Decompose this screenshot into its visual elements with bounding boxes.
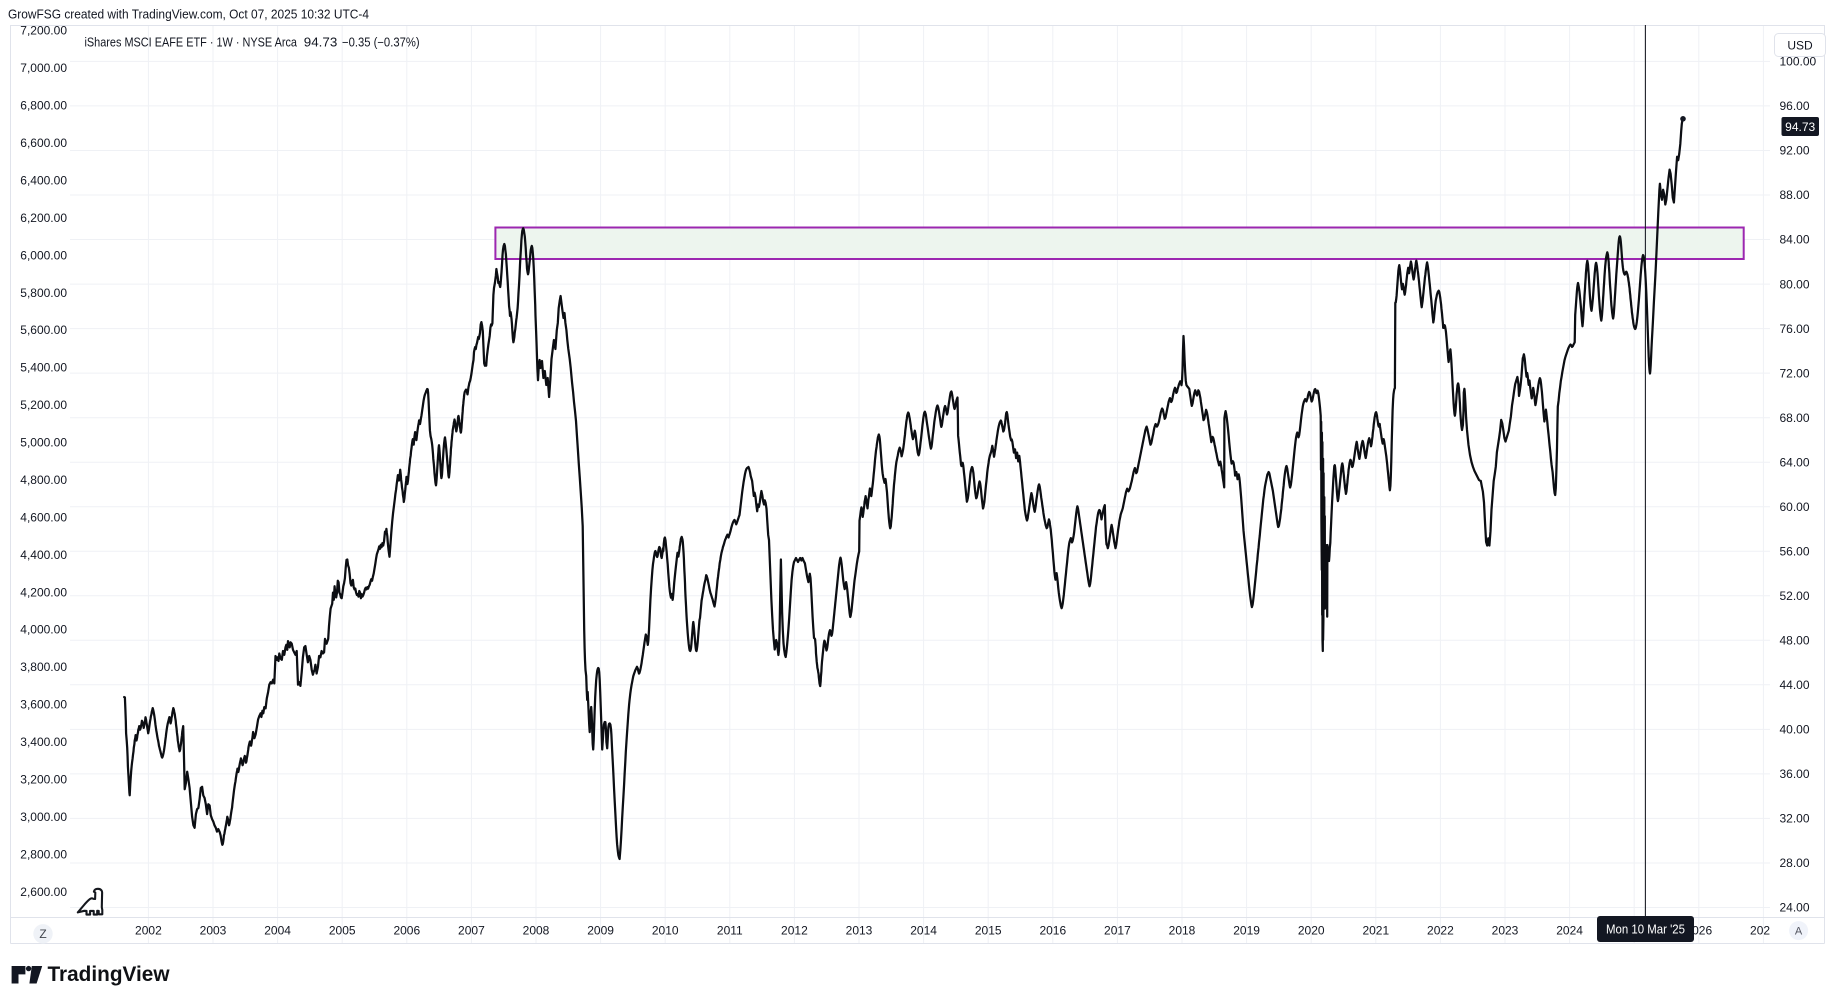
svg-text:6,000.00: 6,000.00	[20, 248, 67, 262]
svg-text:4,400.00: 4,400.00	[20, 548, 67, 562]
svg-text:56.00: 56.00	[1780, 545, 1810, 559]
svg-text:3,200.00: 3,200.00	[20, 773, 67, 787]
svg-text:52.00: 52.00	[1780, 589, 1810, 603]
svg-text:A: A	[1795, 926, 1803, 938]
svg-text:2006: 2006	[393, 924, 420, 938]
svg-text:48.00: 48.00	[1780, 634, 1810, 648]
svg-text:7,200.00: 7,200.00	[20, 24, 67, 38]
svg-text:88.00: 88.00	[1780, 188, 1810, 202]
svg-text:80.00: 80.00	[1780, 277, 1810, 291]
svg-text:5,800.00: 5,800.00	[20, 286, 67, 300]
svg-text:3,000.00: 3,000.00	[20, 810, 67, 824]
svg-text:2022: 2022	[1427, 924, 1454, 938]
svg-text:2014: 2014	[910, 924, 937, 938]
svg-text:84.00: 84.00	[1780, 233, 1810, 247]
svg-text:2019: 2019	[1233, 924, 1260, 938]
svg-text:3,600.00: 3,600.00	[20, 698, 67, 712]
svg-text:2021: 2021	[1362, 924, 1389, 938]
svg-text:2017: 2017	[1104, 924, 1131, 938]
svg-text:32.00: 32.00	[1780, 812, 1810, 826]
svg-text:36.00: 36.00	[1780, 767, 1810, 781]
svg-text:2016: 2016	[1039, 924, 1066, 938]
svg-text:60.00: 60.00	[1780, 500, 1810, 514]
svg-text:2003: 2003	[200, 924, 227, 938]
svg-text:TradingView: TradingView	[48, 963, 171, 986]
svg-text:5,000.00: 5,000.00	[20, 436, 67, 450]
svg-text:44.00: 44.00	[1780, 678, 1810, 692]
svg-text:4,800.00: 4,800.00	[20, 473, 67, 487]
svg-text:2012: 2012	[781, 924, 808, 938]
svg-text:7,000.00: 7,000.00	[20, 61, 67, 75]
svg-text:68.00: 68.00	[1780, 411, 1810, 425]
svg-text:USD: USD	[1787, 39, 1813, 53]
svg-text:2,800.00: 2,800.00	[20, 847, 67, 861]
svg-text:28.00: 28.00	[1780, 856, 1810, 870]
svg-text:GrowFSG created with TradingVi: GrowFSG created with TradingView.com, Oc…	[8, 8, 369, 22]
svg-text:2024: 2024	[1556, 924, 1583, 938]
svg-text:64.00: 64.00	[1780, 455, 1810, 469]
svg-text:96.00: 96.00	[1780, 99, 1810, 113]
svg-text:94.73: 94.73	[304, 36, 338, 50]
svg-text:Mon 10 Mar '25: Mon 10 Mar '25	[1606, 923, 1685, 937]
svg-text:2023: 2023	[1492, 924, 1519, 938]
svg-text:2005: 2005	[329, 924, 356, 938]
svg-text:Z: Z	[39, 927, 46, 941]
svg-text:92.00: 92.00	[1780, 144, 1810, 158]
svg-text:6,400.00: 6,400.00	[20, 174, 67, 188]
svg-text:2027: 2027	[1750, 924, 1777, 938]
svg-text:4,000.00: 4,000.00	[20, 623, 67, 637]
svg-text:2002: 2002	[135, 924, 162, 938]
svg-text:−0.35 (−0.37%): −0.35 (−0.37%)	[342, 36, 420, 50]
svg-text:2015: 2015	[975, 924, 1002, 938]
svg-text:4,600.00: 4,600.00	[20, 510, 67, 524]
svg-text:iShares MSCI EAFE ETF · 1W · N: iShares MSCI EAFE ETF · 1W · NYSE Arca	[85, 36, 298, 50]
svg-text:2011: 2011	[717, 924, 743, 938]
svg-text:4,200.00: 4,200.00	[20, 585, 67, 599]
svg-text:6,200.00: 6,200.00	[20, 211, 67, 225]
svg-text:2010: 2010	[652, 924, 679, 938]
svg-text:3,800.00: 3,800.00	[20, 660, 67, 674]
svg-text:2020: 2020	[1298, 924, 1325, 938]
svg-text:6,800.00: 6,800.00	[20, 99, 67, 113]
svg-text:2007: 2007	[458, 924, 485, 938]
svg-text:24.00: 24.00	[1780, 901, 1810, 915]
svg-text:2,600.00: 2,600.00	[20, 885, 67, 899]
svg-text:2018: 2018	[1169, 924, 1196, 938]
svg-text:76.00: 76.00	[1780, 322, 1810, 336]
svg-text:6,600.00: 6,600.00	[20, 136, 67, 150]
svg-text:94.73: 94.73	[1785, 120, 1815, 134]
svg-text:2009: 2009	[587, 924, 614, 938]
svg-text:5,200.00: 5,200.00	[20, 398, 67, 412]
svg-text:5,600.00: 5,600.00	[20, 323, 67, 337]
svg-text:3,400.00: 3,400.00	[20, 735, 67, 749]
svg-text:2008: 2008	[523, 924, 550, 938]
svg-text:40.00: 40.00	[1780, 723, 1810, 737]
svg-text:72.00: 72.00	[1780, 366, 1810, 380]
svg-text:100.00: 100.00	[1780, 55, 1817, 69]
svg-text:2004: 2004	[264, 924, 291, 938]
svg-text:5,400.00: 5,400.00	[20, 361, 67, 375]
svg-text:2013: 2013	[846, 924, 873, 938]
